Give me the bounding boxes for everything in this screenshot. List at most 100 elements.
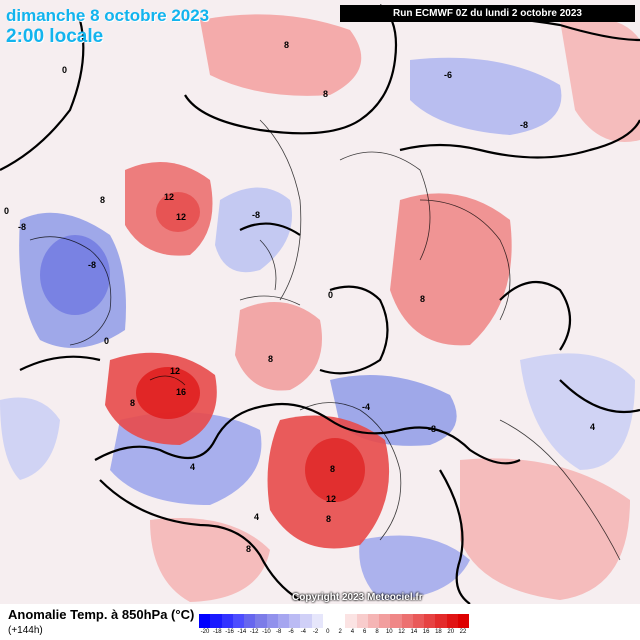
contour-label: 12 — [326, 494, 336, 504]
color-scale-tick: 10 — [385, 629, 393, 635]
color-scale-tick: 16 — [422, 629, 430, 635]
contour-label: -8 — [88, 260, 96, 270]
color-scale-tick: -8 — [276, 629, 282, 635]
color-scale-swatch — [266, 614, 278, 628]
color-scale-swatch — [277, 614, 289, 628]
color-scale-swatch — [210, 614, 222, 628]
contour-label: 16 — [176, 387, 186, 397]
warm-region-southwest — [150, 518, 270, 602]
cold-region-east — [520, 353, 635, 470]
model-run-info: Run ECMWF 0Z du lundi 2 octobre 2023 — [340, 5, 635, 22]
copyright-text: Copyright 2023 Meteociel.fr — [292, 592, 423, 603]
color-scale-swatch — [244, 614, 256, 628]
color-scale-tick: -12 — [249, 629, 259, 635]
zero-isolines — [0, 4, 640, 604]
warm-core-canada — [156, 192, 200, 232]
forecast-date-title: dimanche 8 octobre 2023 — [6, 6, 210, 25]
color-scale-tick: 2 — [338, 629, 342, 635]
color-scale-swatch — [334, 614, 346, 628]
contour-label: 8 — [284, 40, 289, 50]
contour-label: 4 — [254, 512, 259, 522]
color-scale-swatch — [232, 614, 244, 628]
map-graphic: 8 0 8 8 12 12 -8 -8 -8 0 8 12 16 8 -4 -8… — [0, 4, 640, 604]
color-scale-swatch — [457, 614, 469, 628]
temperature-anomaly-map: 8 0 8 8 12 12 -8 -8 -8 0 8 12 16 8 -4 -8… — [0, 0, 640, 604]
color-scale-tick: -16 — [225, 629, 234, 635]
color-scale-tick: 22 — [459, 629, 467, 635]
color-scale-swatch — [345, 614, 357, 628]
cold-region-siberia — [410, 57, 562, 135]
coastlines — [29, 119, 621, 561]
color-scale-tick: -20 — [200, 629, 210, 635]
color-scale-tick: 0 — [326, 629, 330, 635]
contour-label: 12 — [164, 192, 174, 202]
color-scale-tick: -6 — [288, 629, 294, 635]
contour-label: 0 — [62, 65, 67, 75]
contour-label: 8 — [268, 354, 273, 364]
legend-title: Anomalie Temp. à 850hPa (°C) — [8, 607, 195, 622]
warm-core-europe — [305, 438, 365, 502]
color-scale-tick: 8 — [375, 629, 379, 635]
color-scale-tick: -2 — [312, 629, 319, 635]
contour-label: 0 — [328, 290, 333, 300]
color-scale-tick: 18 — [435, 629, 442, 635]
legend: Anomalie Temp. à 850hPa (°C) (+144h) -20… — [0, 604, 640, 640]
contour-label: 0 — [4, 206, 9, 216]
contour-label: -8 — [18, 222, 26, 232]
warm-region-north — [200, 14, 362, 96]
color-scale-swatch — [356, 614, 368, 628]
contour-label: -8 — [252, 210, 260, 220]
contour-label: 12 — [176, 212, 186, 222]
color-scale-tick: 6 — [363, 629, 367, 635]
color-scale-swatch — [221, 614, 233, 628]
color-scale-swatch — [255, 614, 267, 628]
color-scale-tick: -18 — [212, 629, 222, 635]
color-scale-swatch — [311, 614, 323, 628]
color-scale-tick: -4 — [300, 629, 306, 635]
legend-subtitle: (+144h) — [8, 625, 43, 636]
contour-label: -4 — [362, 402, 370, 412]
warm-region-greenland — [235, 302, 322, 391]
color-scale-swatch — [446, 614, 458, 628]
contour-label: 8 — [323, 89, 328, 99]
color-scale-swatch — [367, 614, 379, 628]
contour-label: 8 — [100, 195, 105, 205]
color-scale-tick: -10 — [262, 629, 271, 635]
color-scale-swatch — [412, 614, 424, 628]
cold-region-west — [0, 397, 60, 480]
contour-label: 8 — [246, 544, 251, 554]
color-scale-tick: 12 — [398, 629, 405, 635]
color-scale-swatch — [199, 614, 211, 628]
contour-label: 8 — [330, 464, 335, 474]
warm-region-northeast — [560, 17, 640, 142]
color-scale-tick: -14 — [237, 629, 247, 635]
contour-label: -8 — [428, 424, 436, 434]
color-scale-tick: 14 — [410, 629, 418, 635]
color-scale-swatch — [424, 614, 436, 628]
cold-core-north-america — [40, 235, 110, 315]
contour-label: 8 — [326, 514, 331, 524]
color-scale-swatch — [322, 614, 334, 628]
contour-label: 0 — [104, 336, 109, 346]
color-scale — [199, 614, 469, 628]
contour-label: -6 — [444, 70, 452, 80]
contour-label: 8 — [420, 294, 425, 304]
warm-region-asia — [390, 193, 512, 346]
contour-label: 4 — [190, 462, 195, 472]
contour-label: 4 — [590, 422, 595, 432]
cold-region-south — [359, 535, 470, 600]
color-scale-swatch — [390, 614, 402, 628]
color-scale-swatch — [289, 614, 301, 628]
color-scale-swatch — [379, 614, 391, 628]
contour-label: 12 — [170, 366, 180, 376]
color-scale-tick: 20 — [447, 629, 455, 635]
contour-label: -8 — [520, 120, 528, 130]
color-scale-ticks: -20 -18 -16 -14 -12 -10 -8 -6 -4 -2 0 2 4 6 8 10 12 14 16 1… — [199, 629, 469, 639]
cold-region-arctic — [215, 187, 292, 273]
color-scale-swatch — [401, 614, 413, 628]
warm-region-southeast — [460, 458, 630, 600]
forecast-time-title: 2:00 locale — [6, 26, 104, 47]
color-scale-swatch — [435, 614, 447, 628]
color-scale-tick: 4 — [350, 629, 355, 635]
